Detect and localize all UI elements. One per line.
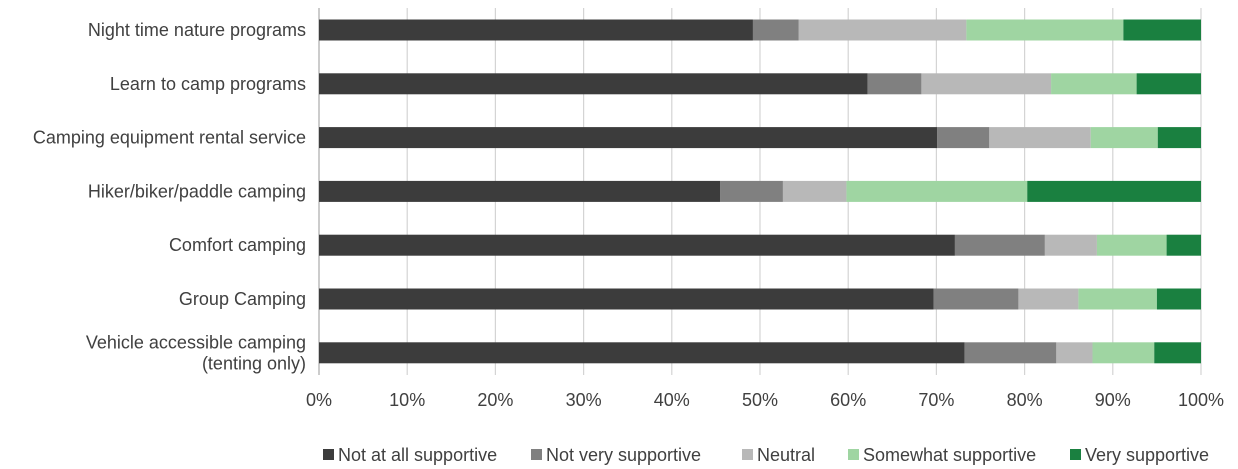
category-label: Vehicle accessible camping (86, 332, 306, 352)
legend-label: Somewhat supportive (863, 445, 1036, 465)
bar-segment (1051, 73, 1137, 95)
bar-segment (319, 19, 753, 41)
bar-segment (964, 342, 1057, 364)
bar-segment (1136, 73, 1201, 95)
bar-segment (1056, 342, 1093, 364)
legend-swatch (531, 449, 542, 460)
bar-segment (752, 19, 799, 41)
bar-segment (933, 288, 1019, 310)
bar-segment (1123, 19, 1201, 41)
x-tick-label: 20% (477, 390, 513, 410)
category-label: Group Camping (179, 289, 306, 309)
x-tick-label: 100% (1178, 390, 1224, 410)
legend-swatch (742, 449, 753, 460)
bar-segment (1092, 342, 1155, 364)
bar-segment (989, 127, 1091, 149)
x-tick-label: 0% (306, 390, 332, 410)
legend-swatch (848, 449, 859, 460)
bar-segment (1078, 288, 1157, 310)
legend-label: Not very supportive (546, 445, 701, 465)
bar-segment (921, 73, 1052, 95)
category-label: Learn to camp programs (110, 74, 306, 94)
bars (319, 19, 1201, 364)
bar-segment (1027, 180, 1201, 202)
bar-segment (954, 234, 1045, 256)
x-tick-label: 60% (830, 390, 866, 410)
bar-segment (319, 73, 868, 95)
bar-segment (846, 180, 1028, 202)
x-tick-label: 70% (918, 390, 954, 410)
bar-segment (1044, 234, 1097, 256)
bar-segment (937, 127, 990, 149)
legend-label: Not at all supportive (338, 445, 497, 465)
bar-segment (1157, 127, 1201, 149)
bar-segment (1154, 342, 1201, 364)
bar-segment (966, 19, 1124, 41)
category-label: Comfort camping (169, 235, 306, 255)
legend: Not at all supportive Not very supportive… (323, 445, 1209, 465)
x-tick-label: 10% (389, 390, 425, 410)
bar-segment (1096, 234, 1167, 256)
bar-segment (1166, 234, 1201, 256)
bar-segment (319, 288, 934, 310)
bar-segment (798, 19, 967, 41)
legend-swatch (1070, 449, 1081, 460)
category-label: Hiker/biker/paddle camping (88, 181, 306, 201)
bar-segment (1156, 288, 1201, 310)
bar-segment (319, 342, 965, 364)
bar-segment (867, 73, 922, 95)
bar-segment (1090, 127, 1158, 149)
bar-segment (782, 180, 847, 202)
bar-segment (720, 180, 783, 202)
x-tick-labels: 0% 10% 20% 30% 40% 50% 60% 70% 80% 90% 100% (306, 390, 1224, 410)
bar-segment (1018, 288, 1079, 310)
x-tick-label: 80% (1007, 390, 1043, 410)
bar-segment (319, 127, 938, 149)
category-label: (tenting only) (202, 353, 306, 373)
category-label: Night time nature programs (88, 20, 306, 40)
legend-swatch (323, 449, 334, 460)
bar-segment (319, 234, 955, 256)
legend-label: Neutral (757, 445, 815, 465)
category-label: Camping equipment rental service (33, 128, 306, 148)
x-tick-label: 90% (1095, 390, 1131, 410)
x-tick-label: 30% (566, 390, 602, 410)
x-tick-label: 40% (654, 390, 690, 410)
bar-segment (319, 180, 721, 202)
legend-label: Very supportive (1085, 445, 1209, 465)
x-tick-label: 50% (742, 390, 778, 410)
category-labels: Night time nature programs Learn to camp … (33, 20, 306, 373)
